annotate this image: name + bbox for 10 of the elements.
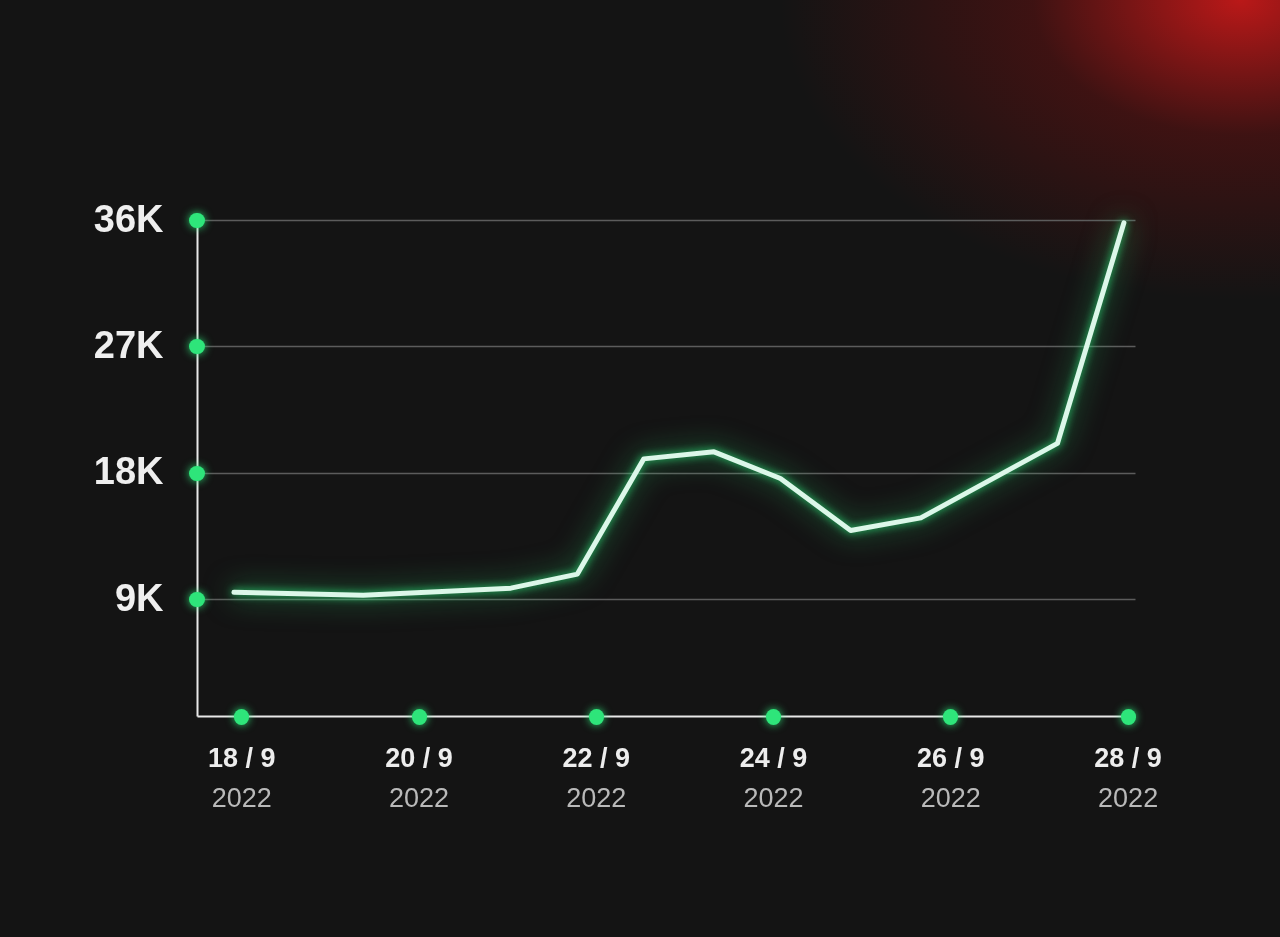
- x-tick-label: 18 / 9 2022: [208, 742, 276, 813]
- x-tick-label: 28 / 9 2022: [1094, 742, 1162, 813]
- x-tick-label: 26 / 9 2022: [917, 742, 985, 813]
- y-tick-label: 36K: [93, 197, 165, 240]
- y-tick-label: 18K: [93, 450, 165, 493]
- x-tick-label: 22 / 9 2022: [562, 742, 631, 813]
- y-tick-label: 9K: [114, 576, 165, 619]
- x-tick-label: 24 / 9 2022: [739, 742, 808, 813]
- y-tick-label: 27K: [93, 323, 165, 366]
- x-tick-label: 20 / 9 2022: [385, 742, 453, 813]
